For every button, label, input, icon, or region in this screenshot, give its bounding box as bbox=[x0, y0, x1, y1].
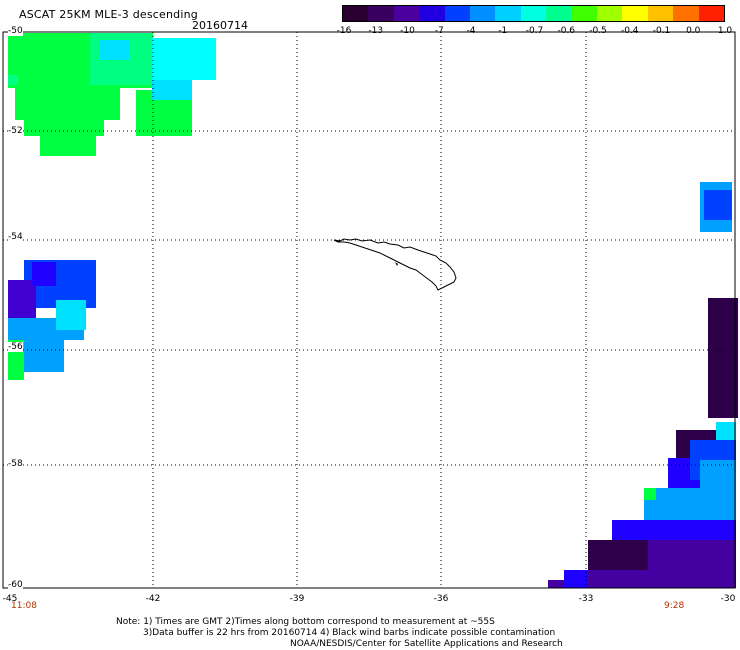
lon-label-30: -30 bbox=[720, 594, 736, 604]
color-scale-label: -7 bbox=[434, 26, 444, 36]
data-cell bbox=[564, 570, 588, 588]
lon-label-42: -42 bbox=[145, 594, 161, 604]
data-cell bbox=[40, 136, 96, 156]
data-cell bbox=[8, 280, 36, 320]
data-cell bbox=[24, 120, 104, 136]
color-swatch bbox=[495, 6, 521, 21]
color-scale-labels: -16 -13 -10 -7 -4 -1 -0.7 -0.6 -0.5 -0.4 -0.1 0.0 1.… bbox=[336, 26, 733, 38]
islet-mark bbox=[395, 262, 398, 266]
color-swatch bbox=[571, 6, 598, 21]
time-label-right: 9:28 bbox=[664, 601, 685, 611]
color-scale-label: 0.0 bbox=[686, 26, 701, 36]
data-cell bbox=[588, 540, 648, 570]
color-swatch bbox=[673, 6, 699, 21]
lat-label-52: -52 bbox=[8, 126, 23, 136]
color-scale-label: -0.4 bbox=[620, 26, 639, 36]
color-scale-label: -0.6 bbox=[557, 26, 576, 36]
lat-label-58: -58 bbox=[8, 459, 23, 469]
data-cell bbox=[56, 300, 86, 330]
color-swatch bbox=[470, 6, 496, 21]
color-swatch bbox=[444, 6, 471, 21]
color-scale-label: -1 bbox=[498, 26, 508, 36]
color-swatch bbox=[419, 6, 445, 21]
data-cell bbox=[152, 38, 216, 80]
color-scale-label: 1.0 bbox=[717, 26, 733, 36]
wind-data-swaths bbox=[8, 33, 738, 588]
data-cell bbox=[708, 298, 738, 418]
note-line-3: NOAA/NESDIS/Center for Satellite Applica… bbox=[290, 639, 563, 649]
data-cell bbox=[704, 190, 732, 220]
lon-label-45: -45 bbox=[2, 594, 18, 604]
color-scale-label: -10 bbox=[400, 26, 415, 36]
product-title: ASCAT 25KM MLE-3 descending bbox=[19, 8, 198, 21]
color-scale-label: -16 bbox=[336, 26, 352, 36]
color-scale-label: -0.5 bbox=[589, 26, 607, 36]
note-line-2: 3)Data buffer is 22 hrs from 20160714 4)… bbox=[143, 628, 556, 638]
color-scale-bar bbox=[342, 5, 725, 22]
lat-label-50: -50 bbox=[8, 26, 23, 36]
data-cell bbox=[644, 488, 736, 524]
data-cell bbox=[612, 520, 736, 540]
color-swatch bbox=[622, 6, 648, 21]
data-cell bbox=[15, 88, 120, 120]
lat-lon-grid bbox=[3, 31, 735, 589]
map-frame bbox=[2, 31, 736, 589]
color-swatch bbox=[393, 6, 420, 21]
lat-label-56: -56 bbox=[8, 342, 23, 352]
product-date: 20160714 bbox=[192, 19, 248, 32]
note-line-1: Note: 1) Times are GMT 2)Times along bot… bbox=[116, 617, 495, 627]
color-scale-label: -13 bbox=[368, 26, 384, 36]
color-scale-label: -0.1 bbox=[652, 26, 671, 36]
color-swatch bbox=[647, 6, 674, 21]
data-cell bbox=[644, 488, 656, 500]
color-swatch bbox=[698, 6, 725, 21]
data-cell bbox=[8, 75, 18, 85]
lon-label-36: -36 bbox=[433, 594, 449, 604]
data-cell bbox=[32, 262, 56, 286]
lat-label-60: -60 bbox=[8, 580, 23, 590]
lon-label-33: -33 bbox=[578, 594, 594, 604]
color-swatch bbox=[368, 6, 394, 21]
color-scale-label: -0.7 bbox=[525, 26, 544, 36]
lon-label-39: -39 bbox=[289, 594, 305, 604]
color-swatch bbox=[546, 6, 572, 21]
data-cell bbox=[548, 580, 564, 588]
island-coastline bbox=[333, 238, 457, 291]
color-swatch bbox=[597, 6, 623, 21]
data-cell bbox=[100, 40, 130, 60]
color-scale-label: -4 bbox=[466, 26, 476, 36]
time-label-left: 11:08 bbox=[11, 601, 37, 611]
lat-label-54: -54 bbox=[8, 232, 23, 242]
data-cell bbox=[152, 80, 192, 100]
color-swatch bbox=[520, 6, 547, 21]
color-swatch bbox=[343, 6, 369, 21]
